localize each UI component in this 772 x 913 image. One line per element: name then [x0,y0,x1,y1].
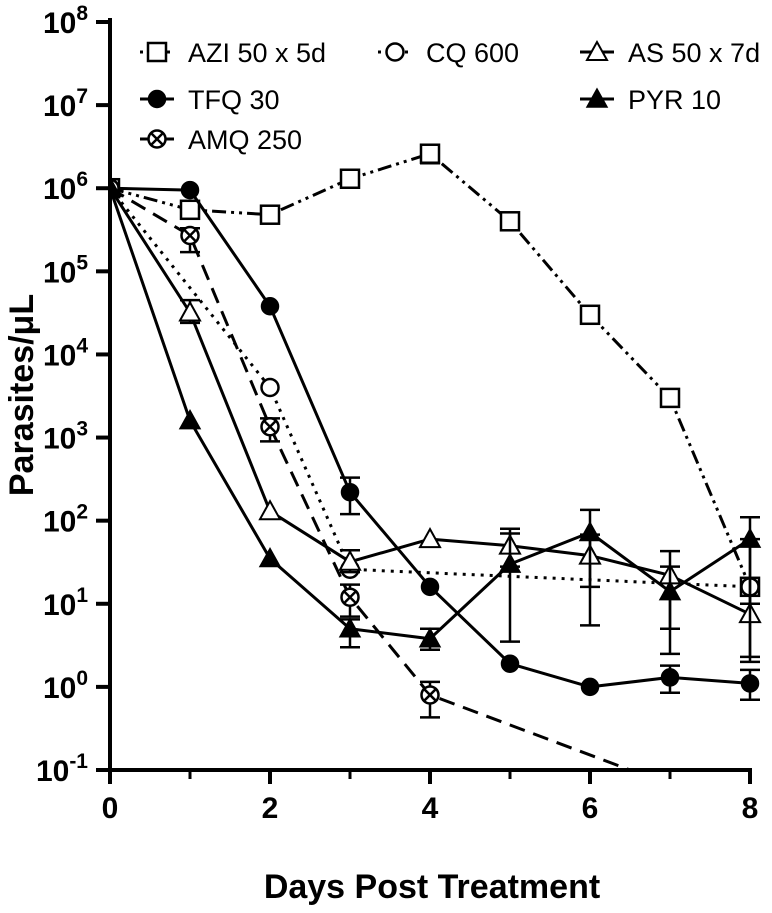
data-point [340,587,360,607]
series-line-tfq-30 [109,186,751,689]
data-point [740,674,760,693]
legend-label: PYR 10 [628,85,721,115]
legend-label: AMQ 250 [188,125,302,155]
data-point [258,547,282,568]
data-point [260,377,280,398]
data-point [180,225,200,246]
x-tick-label: 6 [582,792,599,825]
data-point [738,527,762,548]
legend-item: AMQ 250 [140,125,302,155]
y-tick-label: 103 [43,418,88,456]
series-line-azi-50-x-5d [109,152,752,588]
x-tick-label: 0 [102,792,119,825]
data-point [660,668,680,687]
y-tick-label: 102 [43,501,88,539]
data-point [580,677,600,697]
data-point [179,199,201,221]
legend-label: TFQ 30 [188,85,280,115]
y-tick-label: 105 [43,251,88,289]
legend-item: PYR 10 [580,85,721,115]
data-point [338,549,362,571]
data-point [419,143,441,164]
data-point [340,482,360,502]
y-tick-label: 106 [43,168,88,206]
y-tick-label: 108 [43,2,88,40]
data-point [499,211,521,232]
series-line-cq-600 [108,187,751,589]
legend-item: TFQ 30 [140,85,280,115]
data-point [180,180,200,200]
legend-marker [147,129,167,149]
legend-marker [585,39,609,61]
data-point [339,168,361,190]
data-point [338,617,362,638]
y-tick-label: 101 [43,584,88,622]
error-bar [500,532,520,643]
legend-marker [385,42,405,62]
y-tick-label: 100 [43,667,88,705]
legend-item: AZI 50 x 5d [140,38,326,68]
data-point [260,297,280,316]
legend-item: CQ 600 [378,38,519,68]
data-point [420,577,440,597]
data-point [500,654,520,673]
x-axis-title: Days Post Treatment [264,868,600,906]
series-line-amq-250 [109,186,631,772]
x-tick-label: 8 [742,792,759,825]
data-point [420,685,440,705]
data-point [658,580,682,601]
data-point [578,520,602,542]
data-point [259,204,281,225]
legend-label: AZI 50 x 5d [188,38,326,68]
legend-label: CQ 600 [426,38,519,68]
data-point [498,552,522,573]
x-tick-label: 4 [422,792,439,825]
data-point [178,300,202,322]
legend-label: AS 50 x 7d [628,38,760,68]
data-point [260,416,280,437]
data-point [418,627,442,648]
legend-marker [146,41,168,63]
data-point [579,304,601,326]
data-point [178,409,202,430]
y-tick-label: 10-1 [36,750,88,788]
x-tick-label: 2 [262,792,279,825]
data-point [418,527,442,549]
legend-item: AS 50 x 7d [580,38,760,68]
y-tick-label: 107 [43,85,88,123]
legend-marker [585,87,609,108]
data-point [258,499,282,521]
y-tick-label: 104 [43,334,88,372]
data-point [659,387,681,409]
y-axis-title: Parasites/μL [3,294,41,496]
series-line-as-50-x-7d [108,187,751,616]
legend-marker [147,89,167,109]
